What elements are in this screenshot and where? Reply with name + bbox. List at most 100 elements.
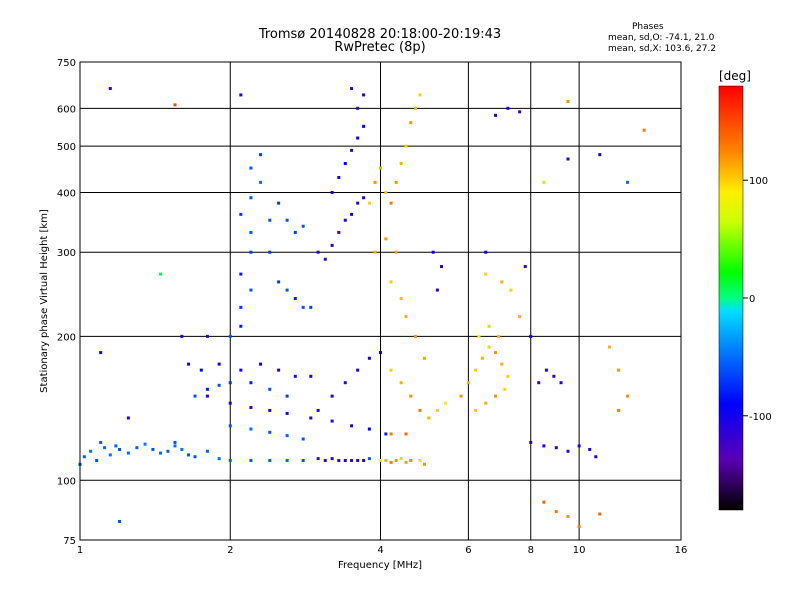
data-point (301, 437, 305, 441)
data-point (205, 387, 209, 391)
data-point (285, 394, 289, 398)
x-tick-label: 10 (573, 545, 586, 556)
data-point (466, 381, 470, 385)
data-point (399, 297, 403, 301)
data-point (356, 201, 360, 205)
data-point (409, 458, 413, 462)
data-point (180, 334, 184, 338)
data-point (389, 201, 393, 205)
data-point (389, 460, 393, 464)
data-point (330, 419, 334, 423)
data-point (473, 408, 477, 412)
data-point (566, 514, 570, 518)
data-point (151, 447, 155, 451)
data-point (95, 458, 99, 462)
data-point (330, 243, 334, 247)
data-point (503, 387, 507, 391)
data-point (577, 444, 581, 448)
data-point (422, 462, 426, 466)
data-point (82, 455, 86, 459)
data-point (187, 453, 191, 457)
data-point (440, 265, 444, 269)
data-point (399, 457, 403, 461)
data-point (330, 457, 334, 461)
data-point (268, 430, 272, 434)
grid-lines (80, 62, 681, 540)
data-point (588, 447, 592, 451)
data-point (343, 381, 347, 385)
data-point (384, 237, 388, 241)
data-point (316, 250, 320, 254)
data-point (598, 153, 602, 157)
data-point (542, 500, 546, 504)
data-point (323, 458, 327, 462)
data-point (422, 356, 426, 360)
x-tick-label: 8 (528, 545, 534, 556)
data-point (367, 356, 371, 360)
data-point (301, 458, 305, 462)
data-point (285, 218, 289, 222)
data-point (409, 394, 413, 398)
data-point (159, 451, 163, 455)
data-point (473, 368, 477, 372)
data-point (459, 394, 463, 398)
data-point (143, 442, 147, 446)
data-point (228, 424, 232, 428)
data-point (404, 432, 408, 436)
data-point (316, 408, 320, 412)
data-point (249, 427, 253, 431)
data-point (343, 218, 347, 222)
data-point (285, 458, 289, 462)
data-point (118, 519, 122, 523)
data-point (625, 180, 629, 184)
y-axis-label: Stationary phase Virtual Height [km] (39, 209, 50, 393)
data-point (249, 166, 253, 170)
data-point (228, 401, 232, 405)
data-point (477, 334, 481, 338)
data-point (518, 110, 522, 114)
data-point (373, 250, 377, 254)
data-point (228, 381, 232, 385)
data-point (418, 408, 422, 412)
data-point (544, 368, 548, 372)
data-point (625, 394, 629, 398)
data-point (444, 401, 448, 405)
data-point (337, 458, 341, 462)
colorbar-tick-label: -100 (749, 412, 772, 423)
data-point (217, 457, 221, 461)
x-tick-label: 2 (227, 545, 233, 556)
data-point (180, 447, 184, 451)
data-point (500, 280, 504, 284)
colorbar-ticks: 100 0 -100 (743, 176, 772, 423)
data-point (350, 212, 354, 216)
colorbar-tick-label: 0 (749, 294, 755, 305)
data-point (356, 106, 360, 110)
data-point (506, 106, 510, 110)
data-point (205, 334, 209, 338)
data-point (268, 458, 272, 462)
data-point (239, 324, 243, 328)
data-point (316, 457, 320, 461)
data-point (249, 381, 253, 385)
data-point (518, 315, 522, 319)
y-tick-label: 100 (57, 476, 76, 487)
data-point (228, 458, 232, 462)
colorbar-tick-label: 100 (749, 176, 768, 187)
data-point (413, 106, 417, 110)
data-point (617, 408, 621, 412)
x-tick-label: 1 (77, 545, 83, 556)
data-point (285, 288, 289, 292)
data-point (277, 280, 281, 284)
data-point (268, 387, 272, 391)
data-point (566, 449, 570, 453)
data-point (394, 458, 398, 462)
data-point (379, 351, 382, 355)
data-point (566, 157, 570, 161)
data-point (399, 161, 403, 165)
data-point (554, 446, 558, 450)
data-point (362, 196, 366, 200)
data-point (343, 458, 347, 462)
data-point (89, 449, 93, 453)
data-point (559, 381, 563, 385)
data-point (431, 250, 435, 254)
